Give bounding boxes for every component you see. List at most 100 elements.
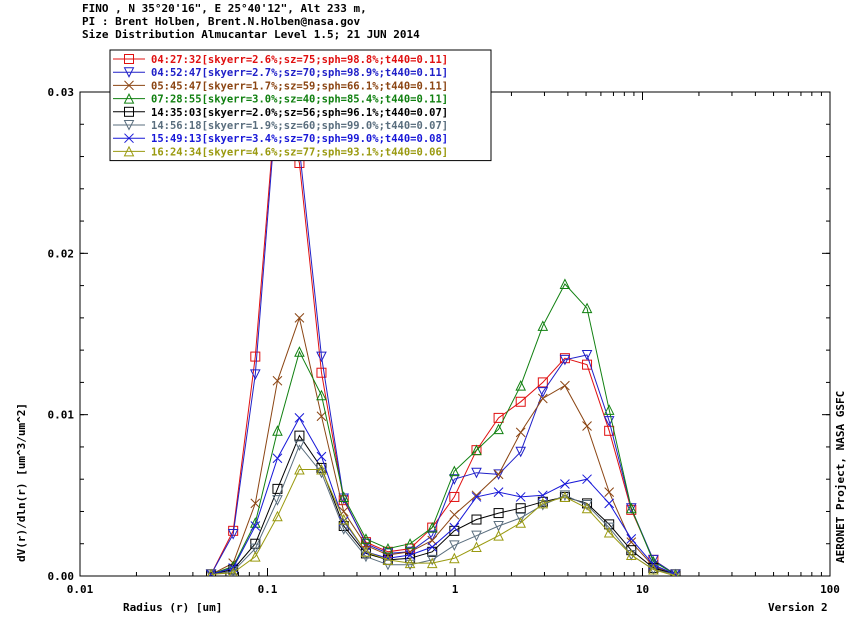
data-point	[537, 377, 548, 388]
data-point	[471, 514, 482, 525]
data-point	[250, 521, 261, 531]
data-point	[604, 498, 615, 509]
header-line-3: Size Distribution Almucantar Level 1.5; …	[82, 28, 420, 41]
data-point	[404, 538, 416, 549]
data-point	[272, 375, 283, 386]
data-point	[426, 554, 438, 566]
data-point	[338, 493, 350, 505]
legend-entry: 15:49:13[skyerr=3.4%;sz=70;sph=99.0%;t44…	[113, 133, 448, 145]
data-point	[360, 533, 372, 544]
x-axis: 0.01 0.1 1 10 100	[67, 92, 840, 596]
x-tick-label: 1	[452, 583, 459, 596]
legend-entry: 04:27:32[skyerr=2.6%;sz=75;sph=98.8%;t44…	[113, 54, 448, 66]
legend-label: 04:27:32[skyerr=2.6%;sz=75;sph=98.8%;t44…	[151, 54, 448, 66]
data-point	[316, 351, 327, 363]
data-point	[338, 513, 350, 525]
data-point	[560, 380, 570, 391]
data-point	[493, 487, 504, 497]
data-point	[250, 551, 261, 562]
plot-frame	[79, 91, 831, 577]
legend-marker	[124, 133, 134, 144]
x-tick-label: 10	[636, 583, 649, 596]
data-point	[626, 504, 637, 515]
data-point	[294, 313, 305, 323]
legend-entry: 16:24:34[skyerr=4.6%;sz=77;sph=93.1%;t44…	[113, 145, 448, 158]
y-tick-label: 0.02	[48, 247, 75, 260]
legend-box	[109, 49, 492, 162]
data-point	[316, 411, 327, 422]
legend-label: 05:45:47[skyerr=1.7%;sz=59;sph=66.1%;t44…	[151, 80, 448, 92]
data-point	[559, 353, 570, 364]
data-point	[228, 525, 239, 536]
legend-label: 16:24:34[skyerr=4.6%;sz=77;sph=93.1%;t44…	[151, 146, 448, 158]
data-point	[382, 542, 394, 554]
data-point	[338, 491, 350, 502]
data-point	[316, 367, 327, 378]
y-tick-label: 0.00	[48, 570, 75, 583]
data-point	[449, 525, 460, 536]
data-point	[493, 469, 504, 480]
data-point	[294, 430, 305, 441]
data-point	[582, 421, 592, 431]
data-point	[670, 569, 681, 576]
data-point	[582, 474, 592, 485]
header-line-2: PI : Brent Holben, Brent.N.Holben@nasa.g…	[82, 15, 361, 28]
data-point	[471, 492, 482, 502]
y-tick-label: 0.03	[48, 86, 75, 99]
data-point	[426, 530, 438, 542]
data-point	[360, 546, 372, 557]
credit-text: AERONET Project, NASA GSFC	[834, 391, 847, 563]
y-axis-label: dV(r)/dln(r) [um^3/um^2]	[15, 403, 28, 562]
data-point	[581, 302, 593, 314]
data-point	[559, 491, 571, 502]
legend-label: 15:49:13[skyerr=3.4%;sz=70;sph=99.0%;t44…	[151, 133, 448, 145]
data-point	[648, 563, 659, 575]
data-point	[250, 351, 261, 362]
data-point	[493, 520, 504, 532]
legend-label: 07:28:55[skyerr=3.0%;sz=40;sph=85.4%;t44…	[151, 94, 448, 106]
data-point	[471, 541, 482, 552]
series-7	[206, 413, 681, 576]
data-point	[228, 567, 238, 576]
legend-entry: 07:28:55[skyerr=3.0%;sz=40;sph=85.4%;t44…	[113, 92, 448, 106]
data-point	[626, 537, 637, 547]
x-axis-label: Radius (r) [um]	[123, 601, 222, 614]
data-point	[449, 465, 460, 477]
data-point	[515, 512, 527, 524]
data-point	[515, 503, 526, 514]
data-point	[227, 529, 239, 540]
data-point	[515, 396, 526, 407]
series-6	[205, 440, 681, 576]
data-point	[515, 517, 527, 528]
legend-marker	[123, 120, 135, 131]
legend-entry: 14:35:03[skyerr=2.0%;sz=56;sph=96.1%;t44…	[113, 106, 448, 119]
data-point	[537, 497, 549, 509]
data-point	[493, 423, 504, 435]
data-point	[294, 463, 305, 475]
legend-marker	[123, 145, 135, 157]
series-line	[210, 283, 676, 575]
data-point	[405, 550, 415, 560]
data-point	[648, 554, 659, 566]
data-point	[449, 552, 460, 564]
data-point	[515, 380, 527, 391]
legend-label: 14:56:18[skyerr=1.9%;sz=60;sph=99.0%;t44…	[151, 120, 448, 132]
data-point	[272, 510, 283, 522]
legend-marker	[124, 80, 134, 91]
data-point	[294, 346, 305, 357]
data-point	[537, 320, 549, 331]
y-axis: 0.00 0.01 0.02 0.03	[48, 86, 830, 583]
data-point	[272, 453, 283, 464]
data-point	[670, 569, 681, 576]
data-point	[626, 534, 637, 544]
data-point	[449, 491, 460, 502]
data-point	[603, 404, 615, 415]
y-tick-label: 0.01	[48, 409, 75, 422]
x-tick-label: 100	[820, 583, 840, 596]
series-line	[210, 92, 676, 575]
legend: 04:27:32[skyerr=2.6%;sz=75;sph=98.8%;t44…	[109, 49, 492, 162]
series-line	[211, 444, 676, 575]
header-line-1: FINO , N 35°20'16", E 25°40'12", Alt 233…	[82, 2, 367, 15]
data-point	[625, 549, 637, 561]
data-point	[316, 463, 327, 475]
